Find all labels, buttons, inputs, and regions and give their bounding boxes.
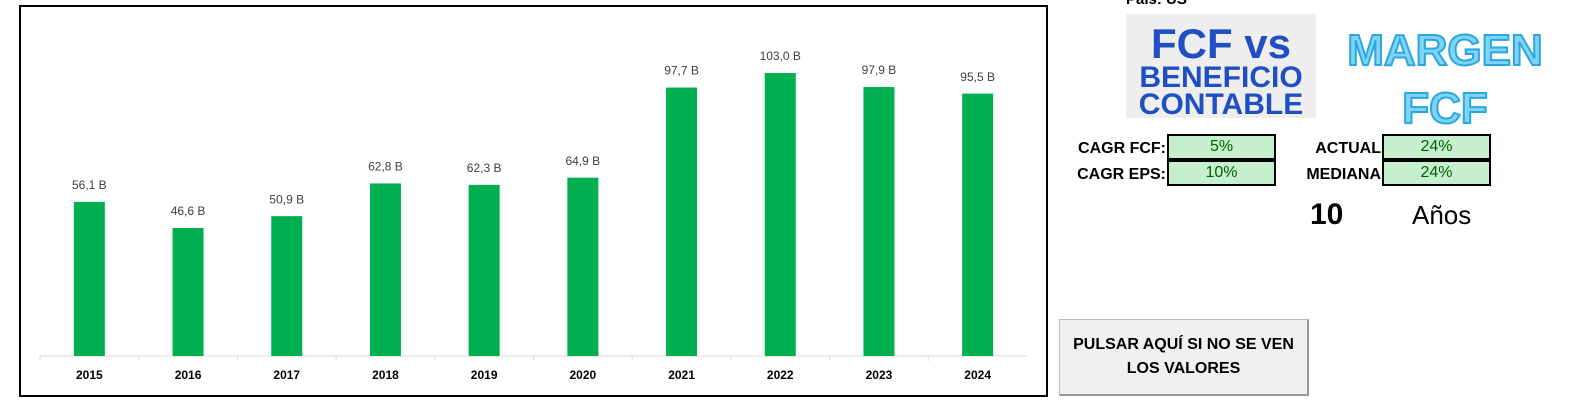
data-label: 95,5 B xyxy=(960,70,995,84)
bar xyxy=(271,216,303,356)
country: País: US xyxy=(1126,0,1187,8)
x-tick-label: 2021 xyxy=(668,368,695,382)
years-label: Años xyxy=(1412,200,1472,230)
x-tick-label: 2024 xyxy=(964,368,991,382)
data-label: 97,7 B xyxy=(664,64,699,78)
data-label: 103,0 B xyxy=(760,49,801,63)
bar xyxy=(73,201,105,356)
bar xyxy=(863,87,895,356)
x-tick-label: 2015 xyxy=(76,368,103,382)
logo-line: FCF xyxy=(1401,83,1489,134)
row-value: 24% xyxy=(1382,134,1491,160)
data-label: 64,9 B xyxy=(565,154,600,168)
data-label: 50,9 B xyxy=(269,192,304,206)
bar xyxy=(369,183,401,356)
row-value: 10% xyxy=(1167,160,1276,186)
bar xyxy=(468,184,500,356)
data-label: 56,1 B xyxy=(72,178,107,192)
bar xyxy=(567,177,599,356)
data-label: 97,9 B xyxy=(862,63,897,77)
row-value: 5% xyxy=(1167,134,1276,160)
logo-margen: MARGEN FCF xyxy=(1340,22,1550,138)
row-label: ACTUAL xyxy=(1315,140,1381,157)
data-label: 46,6 B xyxy=(171,204,206,218)
button[interactable]: PULSAR AQUÍ SI NO SE VEN LOS VALORES xyxy=(1059,319,1309,396)
logo-fcf: FCF vs BENEFICIO CONTABLE xyxy=(1126,14,1316,121)
row-value: 24% xyxy=(1382,160,1491,186)
x-tick-label: 2019 xyxy=(471,368,498,382)
logo-line: MARGEN xyxy=(1346,25,1544,76)
x-tick-label: 2016 xyxy=(175,368,202,382)
x-tick-label: 2023 xyxy=(866,368,893,382)
bar xyxy=(962,93,994,356)
bar xyxy=(666,87,698,356)
bar xyxy=(764,73,796,356)
row-label: CAGR EPS: xyxy=(1077,166,1166,183)
x-tick-label: 2022 xyxy=(767,368,794,382)
x-tick-label: 2018 xyxy=(372,368,399,382)
logo-line: FCF vs xyxy=(1150,20,1292,67)
x-tick-label: 2020 xyxy=(569,368,596,382)
row-label: MEDIANA xyxy=(1306,166,1381,183)
data-label: 62,3 B xyxy=(467,161,502,175)
years: 10 xyxy=(1310,198,1344,231)
x-tick-label: 2017 xyxy=(273,368,300,382)
logo-line: CONTABLE xyxy=(1138,88,1304,121)
row-label: CAGR FCF: xyxy=(1078,140,1166,157)
bar xyxy=(172,227,204,356)
chart: 2015 56,1 B 2016 46,6 B 2017 50,9 B 2018 62,8 B… xyxy=(19,5,1048,397)
data-label: 62,8 B xyxy=(368,160,403,174)
logo-line: BENEFICIO xyxy=(1139,61,1303,94)
